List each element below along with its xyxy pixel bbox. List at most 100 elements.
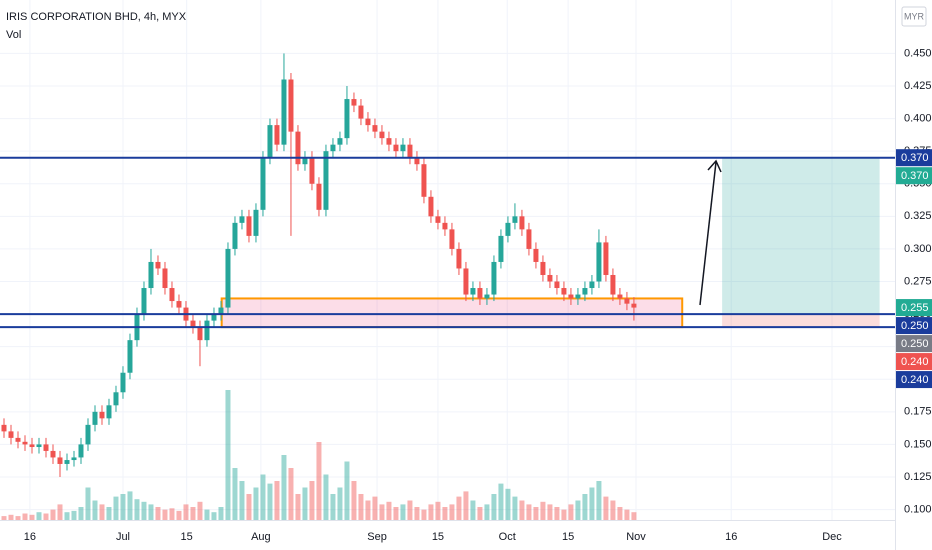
y-tick-label: 0.125 (904, 471, 932, 483)
candle-body (386, 138, 392, 145)
y-tick-label: 0.425 (904, 80, 932, 92)
volume-bar (435, 501, 441, 520)
candle-body (547, 274, 553, 282)
candle-body (316, 183, 322, 210)
candle-body (589, 281, 595, 289)
candle-body (428, 196, 434, 217)
volume-bar (141, 501, 147, 520)
candle-body (120, 372, 126, 393)
candle-body (323, 151, 329, 210)
price-axis-bg (895, 0, 932, 550)
candle-body (610, 274, 616, 295)
volume-bar (421, 509, 427, 520)
candle-body (365, 118, 371, 126)
volume-bar (127, 491, 133, 520)
stop-area (722, 314, 880, 328)
candle-body (239, 216, 245, 223)
volume-bar (442, 507, 448, 520)
candle-body (393, 144, 399, 152)
volume-bar (99, 504, 105, 520)
candle-body (43, 444, 49, 451)
price-badge (896, 353, 932, 371)
volume-bar (78, 507, 84, 520)
axes: 0.1000.1250.1500.1750.2000.2250.2500.275… (24, 47, 932, 543)
candle-body (407, 144, 413, 158)
volume-bar (603, 496, 609, 520)
volume-bar (134, 499, 140, 520)
volume-bar (358, 494, 364, 520)
candle-body (554, 281, 560, 289)
y-tick-label: 0.175 (904, 406, 932, 418)
volume-bar (526, 504, 532, 520)
candle-body (50, 450, 56, 458)
volume-bar (477, 507, 483, 520)
candle-body (351, 99, 357, 106)
candle-body (99, 411, 105, 419)
candle-body (1, 424, 7, 432)
candle-body (561, 288, 567, 295)
volume-bar (463, 491, 469, 520)
y-tick-label: 0.400 (904, 113, 932, 125)
candle-body (575, 294, 581, 299)
volume-bar (148, 504, 154, 520)
price-badge-label: 0.370 (901, 152, 929, 164)
candle-body (456, 248, 462, 269)
candle-body (155, 261, 161, 269)
candle-body (596, 242, 602, 282)
candle-body (253, 209, 259, 236)
volume-bar (225, 390, 231, 520)
y-tick-label: 0.325 (904, 210, 932, 222)
price-badge (896, 167, 932, 185)
currency-button[interactable] (901, 6, 927, 27)
candle-body (246, 216, 252, 236)
volume-bar (365, 500, 371, 520)
candle-body (505, 222, 511, 236)
volume-bar (540, 501, 546, 520)
volume-bar (267, 483, 273, 520)
volume-bar (309, 481, 315, 520)
volume-bar (22, 513, 28, 520)
candle-body (211, 314, 217, 321)
price-badge (896, 149, 932, 167)
price-badge-label: 0.370 (901, 170, 929, 182)
volume-bar (491, 494, 497, 520)
volume-label: Vol (6, 29, 21, 41)
volume-bar (1, 516, 7, 520)
price-badge-label: 0.250 (901, 338, 929, 350)
volume-bar (554, 507, 560, 520)
volume-bar (183, 504, 189, 520)
volume-bar (113, 496, 119, 520)
candle-body (92, 411, 98, 425)
volume-bar (169, 508, 175, 520)
volume-bar (246, 494, 252, 520)
volume-bar (260, 474, 266, 520)
zone (220, 297, 684, 329)
volume-bar (288, 468, 294, 520)
arrow-head (707, 159, 722, 173)
volume-bar (85, 487, 91, 520)
volume-bar (218, 507, 224, 520)
price-badge-label: 0.240 (901, 374, 929, 386)
y-tick-label: 0.450 (904, 47, 932, 59)
price-badge-label: 0.255 (901, 302, 929, 314)
volume-bar (372, 496, 378, 520)
candle-body (540, 261, 546, 275)
candle-body (519, 216, 525, 230)
volume-bar (575, 500, 581, 520)
volume-bar (274, 481, 280, 520)
chart-title: IRIS CORPORATION BHD, 4h, MYX (6, 11, 187, 23)
candle-body (603, 242, 609, 275)
volume-bar (36, 512, 42, 520)
candle-body (491, 261, 497, 295)
candle-body (309, 157, 315, 184)
levels (0, 156, 895, 329)
price-badge (896, 371, 932, 389)
candle-body (29, 444, 35, 448)
y-tick-label: 0.300 (904, 243, 932, 255)
price-badge-label: 0.240 (901, 356, 929, 368)
volume-bar (15, 516, 21, 520)
x-tick-label: Jul (116, 531, 130, 543)
volume-bar (407, 500, 413, 520)
candle-body (113, 392, 119, 406)
